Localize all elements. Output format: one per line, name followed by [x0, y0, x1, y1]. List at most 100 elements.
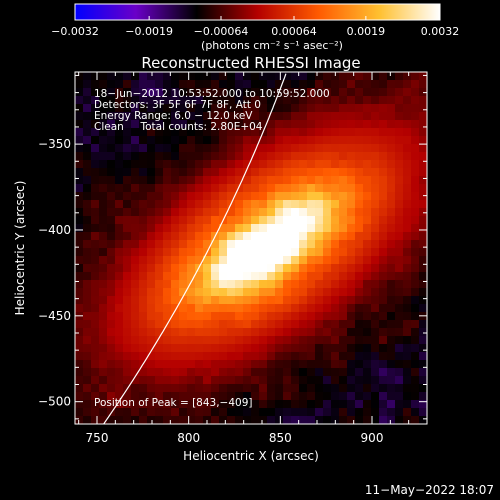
heatmap-cell — [171, 312, 180, 321]
heatmap-cell — [219, 400, 228, 409]
heatmap-cell — [163, 368, 172, 377]
heatmap-cell — [307, 232, 316, 241]
heatmap-cell — [259, 320, 268, 329]
heatmap-cell — [403, 328, 412, 337]
heatmap-cell — [251, 112, 260, 121]
heatmap-cell — [275, 120, 284, 129]
heatmap-cell — [347, 128, 356, 137]
heatmap-cell — [147, 136, 156, 145]
heatmap-cell — [371, 192, 380, 201]
heatmap-cell — [99, 416, 108, 424]
heatmap-cell — [291, 304, 300, 313]
heatmap-cell — [179, 312, 188, 321]
heatmap-cell — [99, 168, 108, 177]
heatmap-cell — [395, 376, 404, 385]
heatmap-cell — [211, 176, 220, 185]
heatmap-cell — [251, 128, 260, 137]
heatmap-cell — [115, 320, 124, 329]
heatmap-cell — [291, 264, 300, 273]
heatmap-cell — [355, 136, 364, 145]
heatmap-cell — [155, 96, 164, 105]
heatmap-cell — [339, 320, 348, 329]
heatmap-cell — [75, 360, 84, 369]
heatmap-cell — [299, 272, 308, 281]
heatmap-cell — [99, 80, 108, 89]
heatmap-cell — [283, 104, 292, 113]
heatmap-cell — [283, 336, 292, 345]
heatmap-cell — [203, 136, 212, 145]
heatmap-cell — [155, 184, 164, 193]
heatmap-cell — [91, 120, 100, 129]
heatmap-cell — [123, 176, 132, 185]
heatmap-cell — [339, 104, 348, 113]
heatmap-cell — [251, 264, 260, 273]
heatmap-cell — [203, 160, 212, 169]
heatmap-cell — [195, 360, 204, 369]
heatmap-cell — [187, 384, 196, 393]
heatmap-cell — [171, 96, 180, 105]
heatmap-cell — [203, 120, 212, 129]
heatmap-cell — [211, 112, 220, 121]
heatmap-cell — [299, 152, 308, 161]
heatmap-cell — [259, 368, 268, 377]
annotation-counts: Clean Total counts: 2.80E+04 — [94, 121, 263, 133]
heatmap-cell — [339, 264, 348, 273]
x-tick-label: 750 — [86, 431, 109, 445]
heatmap-cell — [403, 256, 412, 265]
heatmap-cell — [115, 288, 124, 297]
heatmap-cell — [315, 376, 324, 385]
heatmap-cell — [267, 400, 276, 409]
heatmap-cell — [283, 184, 292, 193]
heatmap-cell — [411, 376, 420, 385]
heatmap-cell — [331, 320, 340, 329]
heatmap-cell — [339, 200, 348, 209]
heatmap-cell — [163, 360, 172, 369]
heatmap-cell — [211, 304, 220, 313]
heatmap-cell — [355, 232, 364, 241]
heatmap-cell — [187, 160, 196, 169]
heatmap-cell — [387, 216, 396, 225]
heatmap-cell — [211, 80, 220, 89]
heatmap-cell — [283, 312, 292, 321]
heatmap-cell — [395, 272, 404, 281]
heatmap-cell — [131, 360, 140, 369]
heatmap-cell — [315, 216, 324, 225]
heatmap-cell — [219, 176, 228, 185]
heatmap-cell — [75, 336, 84, 345]
heatmap-cell — [227, 336, 236, 345]
heatmap-cell — [419, 232, 427, 241]
heatmap-cell — [195, 272, 204, 281]
heatmap-cell — [299, 344, 308, 353]
heatmap-cell — [227, 352, 236, 361]
heatmap-cell — [179, 360, 188, 369]
heatmap-cell — [115, 368, 124, 377]
heatmap-cell — [139, 208, 148, 217]
heatmap-cell — [371, 72, 380, 81]
heatmap-cell — [403, 408, 412, 417]
heatmap-cell — [243, 384, 252, 393]
heatmap-cell — [259, 192, 268, 201]
heatmap-cell — [171, 272, 180, 281]
heatmap-cell — [387, 192, 396, 201]
heatmap-cell — [387, 200, 396, 209]
heatmap-cell — [155, 200, 164, 209]
heatmap-cell — [139, 192, 148, 201]
heatmap-cell — [75, 168, 84, 177]
heatmap-cell — [163, 168, 172, 177]
heatmap-cell — [267, 392, 276, 401]
heatmap-cell — [131, 200, 140, 209]
heatmap-cell — [275, 136, 284, 145]
heatmap-cell — [283, 400, 292, 409]
heatmap-cell — [259, 416, 268, 424]
heatmap-cell — [411, 72, 420, 81]
heatmap-cell — [187, 416, 196, 424]
heatmap-cell — [219, 344, 228, 353]
heatmap-cell — [419, 120, 427, 129]
heatmap-cell — [299, 256, 308, 265]
heatmap-cell — [243, 248, 252, 257]
heatmap-cell — [323, 232, 332, 241]
heatmap-cell — [387, 312, 396, 321]
heatmap-cell — [363, 232, 372, 241]
heatmap-cell — [123, 288, 132, 297]
heatmap-cell — [195, 408, 204, 417]
